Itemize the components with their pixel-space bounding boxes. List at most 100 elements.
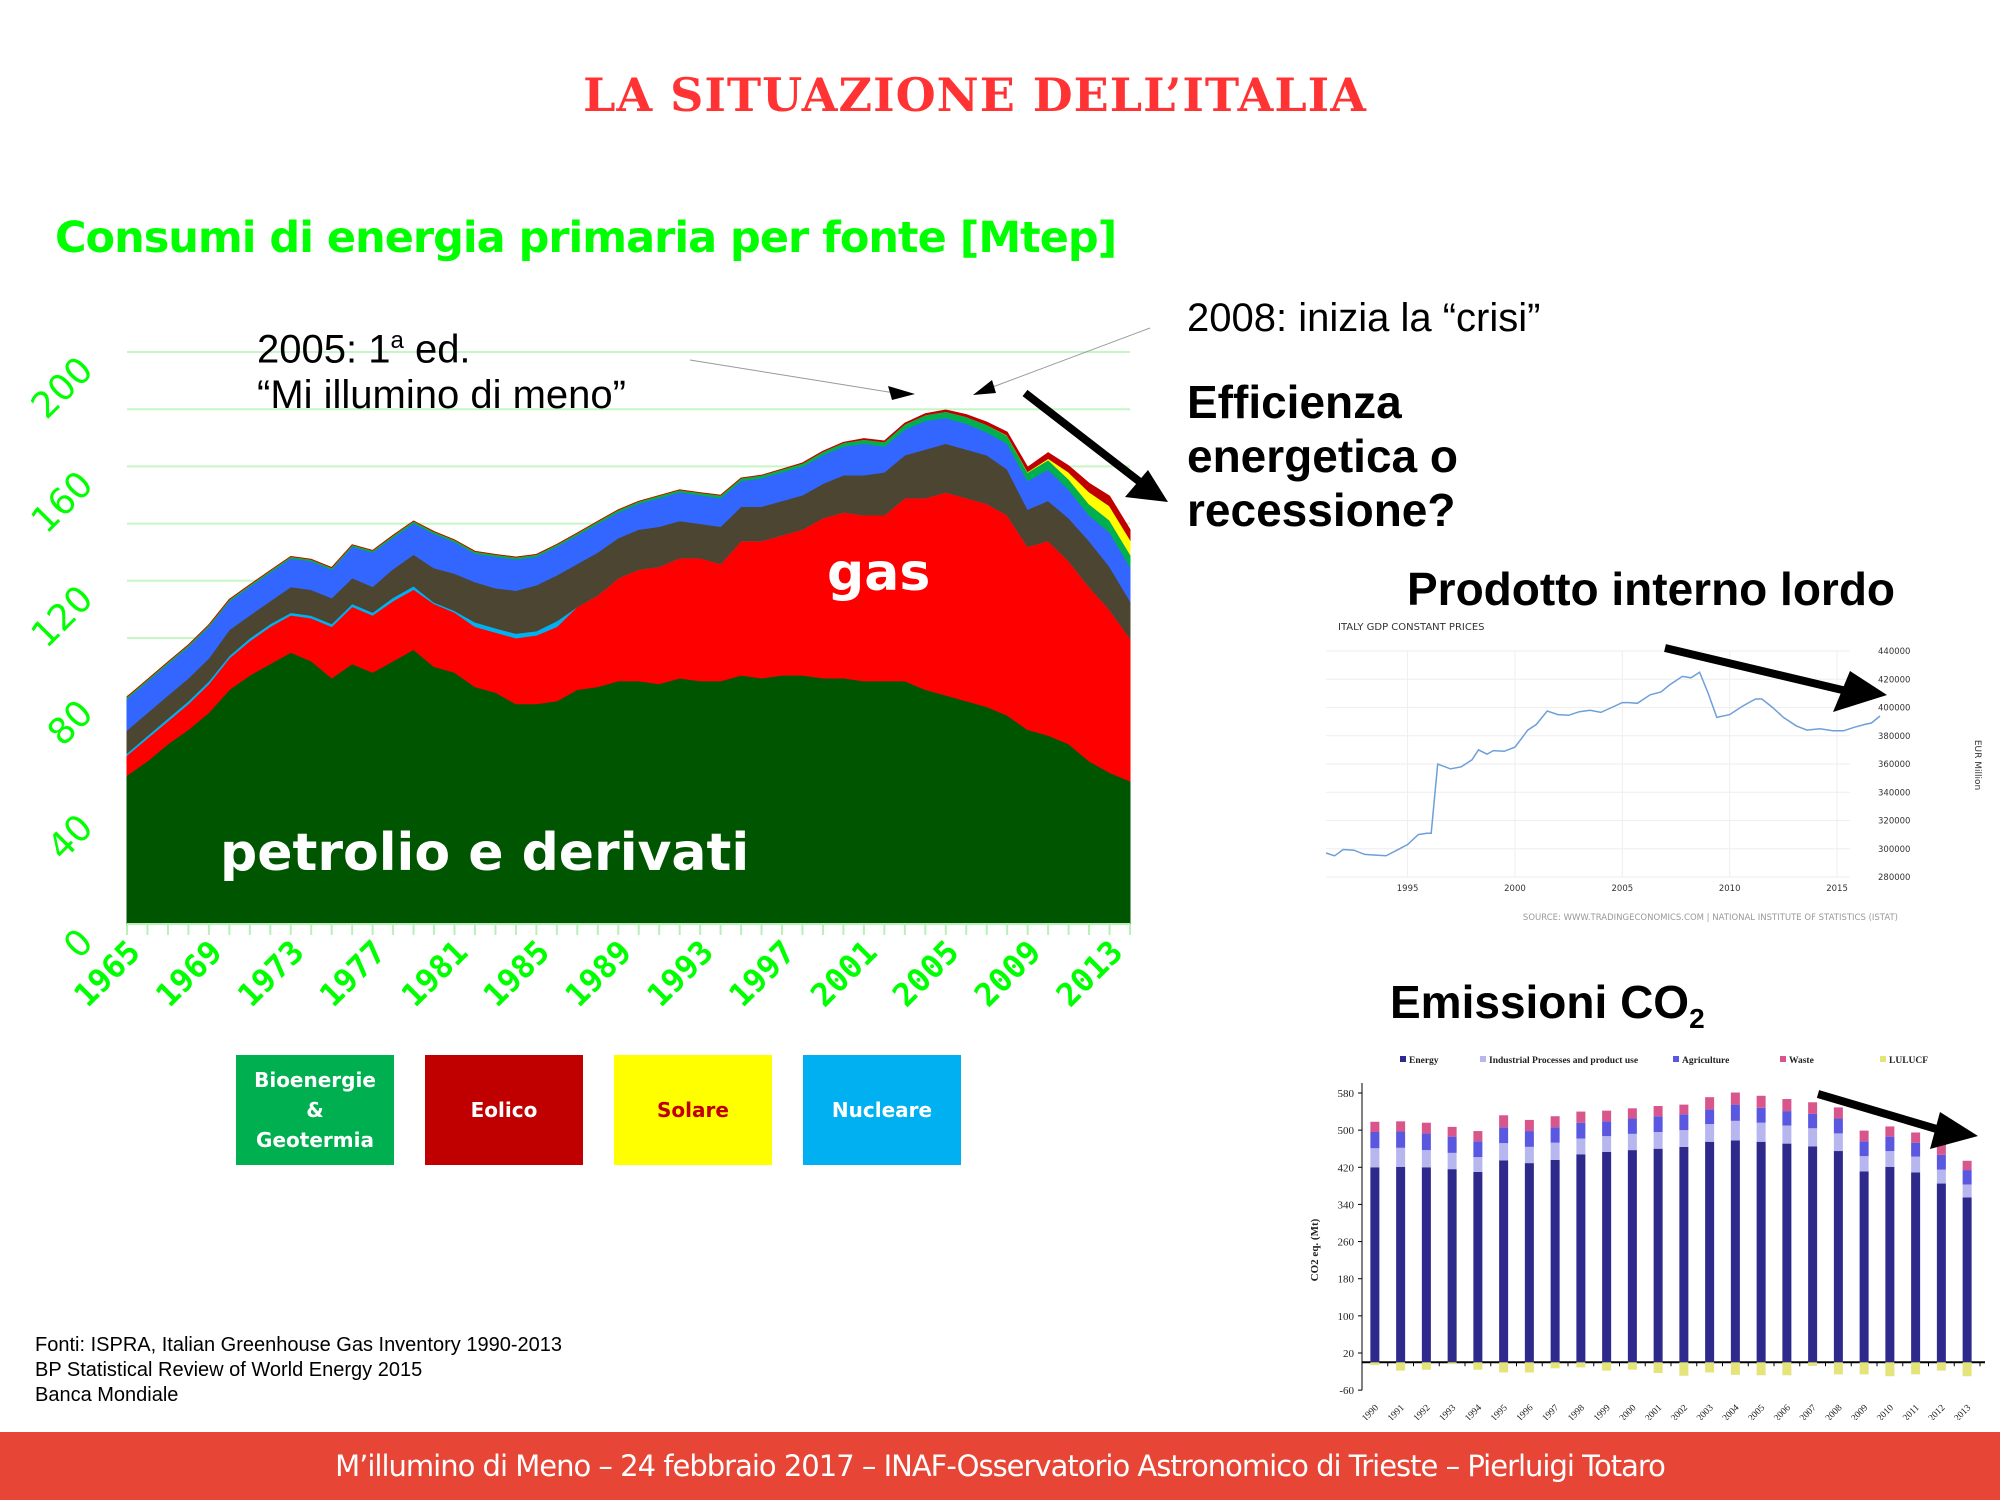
co2-bar-lulucf	[1962, 1362, 1972, 1377]
co2-x-tick-label: 2009	[1850, 1403, 1871, 1420]
co2-bar-industrial	[1962, 1184, 1972, 1198]
gdp-y-tick-label: 380000	[1878, 732, 1910, 742]
co2-bar-waste	[1756, 1095, 1766, 1108]
co2-bar-energy	[1627, 1150, 1637, 1363]
x-tick-label: 2005	[885, 933, 966, 1014]
co2-bar-energy	[1473, 1171, 1483, 1363]
area-label-gas: gas	[827, 543, 930, 603]
co2-bar-lulucf	[1499, 1362, 1509, 1373]
annotation-2005-text: 2005: 1	[257, 327, 391, 372]
co2-legend-swatch	[1673, 1056, 1679, 1062]
x-tick-label: 2013	[1049, 933, 1130, 1014]
x-tick-label: 1977	[312, 933, 393, 1014]
co2-bar-waste	[1679, 1104, 1689, 1115]
co2-bar-agriculture	[1859, 1141, 1869, 1157]
co2-bar-lulucf	[1421, 1362, 1431, 1370]
co2-bar-energy	[1808, 1146, 1818, 1363]
co2-trend-arrow-shaft	[1816, 1090, 1942, 1134]
co2-bar-agriculture	[1808, 1113, 1818, 1129]
gdp-x-tick-label: 2005	[1612, 884, 1634, 894]
trend-arrow-head-icon	[1125, 470, 1168, 502]
gdp-trend-arrowhead-icon	[1833, 671, 1887, 712]
co2-bar-waste	[1524, 1119, 1534, 1132]
co2-bar-agriculture	[1499, 1127, 1509, 1144]
co2-bar-lulucf	[1833, 1362, 1843, 1375]
co2-bar-industrial	[1447, 1152, 1457, 1170]
co2-bar-agriculture	[1627, 1118, 1637, 1134]
co2-x-tick-label: 2011	[1901, 1403, 1921, 1420]
co2-y-tick-label: 500	[1338, 1125, 1355, 1137]
co2-y-tick-label: 20	[1343, 1348, 1355, 1360]
co2-bar-lulucf	[1782, 1362, 1792, 1376]
co2-x-tick-label: 2012	[1927, 1403, 1948, 1420]
co2-bar-energy	[1859, 1171, 1869, 1363]
co2-bar-agriculture	[1602, 1121, 1612, 1137]
x-tick-label: 1997	[721, 933, 802, 1014]
co2-x-tick-label: 2004	[1721, 1403, 1742, 1420]
area-eolico	[126, 409, 1131, 698]
co2-bar-waste	[1705, 1097, 1715, 1110]
co2-x-tick-label: 1996	[1515, 1403, 1536, 1420]
co2-y-tick-label: 340	[1338, 1199, 1355, 1211]
co2-x-tick-label: 2001	[1644, 1403, 1665, 1420]
co2-bar-lulucf	[1370, 1362, 1380, 1366]
co2-bar-waste	[1730, 1092, 1740, 1105]
x-tick-labels: 1965 1969 1973 1977 1981 1985 1989 1993 1997 2001…	[66, 933, 1130, 1014]
x-tick-label: 1973	[230, 933, 311, 1014]
legend-label-line: Eolico	[470, 1098, 538, 1122]
co2-bar-energy	[1679, 1146, 1689, 1363]
sources: Fonti: ISPRA, Italian Greenhouse Gas Inv…	[35, 1333, 562, 1408]
co2-bar-waste	[1936, 1144, 1946, 1155]
question-text: Efficienza energetica o recessione?	[1187, 375, 1458, 537]
annotation-2008-pointer	[989, 327, 1151, 389]
gdp-y-tick-label: 360000	[1878, 760, 1910, 770]
co2-bar-lulucf	[1679, 1362, 1689, 1376]
co2-bar-waste	[1370, 1121, 1380, 1132]
co2-bar-industrial	[1679, 1130, 1689, 1147]
co2-bar-industrial	[1705, 1124, 1715, 1142]
annotation-2005-text-end: ed.	[403, 327, 471, 372]
co2-bar-industrial	[1473, 1157, 1483, 1172]
co2-bar-lulucf	[1705, 1362, 1715, 1373]
co2-bar-agriculture	[1936, 1154, 1946, 1170]
co2-bar-energy	[1499, 1160, 1509, 1363]
co2-bar-energy	[1447, 1169, 1457, 1363]
legend-label: Nucleare	[832, 1095, 932, 1125]
co2-y-tick-label: 420	[1338, 1162, 1355, 1174]
co2-bar-industrial	[1833, 1133, 1843, 1152]
co2-bar-agriculture	[1730, 1104, 1740, 1121]
legend-item-bioenergie: Bioenergie & Geotermia	[236, 1055, 394, 1165]
co2-x-tick-label: 2000	[1618, 1403, 1639, 1420]
gdp-chart-title: ITALY GDP CONSTANT PRICES	[1338, 622, 1485, 633]
co2-bar-agriculture	[1705, 1109, 1715, 1125]
co2-bar-energy	[1370, 1167, 1380, 1363]
gdp-y-tick-label: 280000	[1878, 873, 1910, 883]
co2-bar-energy	[1885, 1166, 1895, 1363]
co2-bar-lulucf	[1627, 1362, 1637, 1370]
co2-bar-agriculture	[1370, 1132, 1380, 1149]
gdp-line-chart: ITALY GDP CONSTANT PRICES 280000 300000 320…	[1325, 622, 1982, 923]
co2-bar-industrial	[1653, 1132, 1663, 1149]
co2-legend-label: Agriculture	[1682, 1056, 1729, 1066]
co2-x-tick-label: 1992	[1412, 1403, 1433, 1420]
co2-legend-label: Waste	[1789, 1056, 1814, 1066]
co2-bar-energy	[1756, 1141, 1766, 1363]
legend-label-line: Geotermia	[256, 1128, 374, 1152]
y-tick-label: 160	[24, 464, 102, 542]
gdp-x-tick-label: 1995	[1397, 884, 1419, 894]
co2-bar-lulucf	[1756, 1362, 1766, 1376]
co2-bar-industrial	[1421, 1150, 1431, 1168]
co2-bar-agriculture	[1833, 1118, 1843, 1134]
co2-bar-agriculture	[1576, 1122, 1586, 1139]
co2-x-tick-label: 2006	[1772, 1403, 1793, 1420]
co2-bar-agriculture	[1473, 1141, 1483, 1158]
y-tick-label: 80	[40, 693, 101, 754]
co2-bar-waste	[1447, 1126, 1457, 1137]
source-line: BP Statistical Review of World Energy 20…	[35, 1359, 423, 1381]
x-tick-label: 1985	[476, 933, 557, 1014]
annotation-2005-sup: a	[390, 327, 404, 354]
co2-bar-agriculture	[1524, 1131, 1534, 1147]
co2-bar-industrial	[1396, 1147, 1406, 1167]
co2-bar-energy	[1730, 1140, 1740, 1363]
